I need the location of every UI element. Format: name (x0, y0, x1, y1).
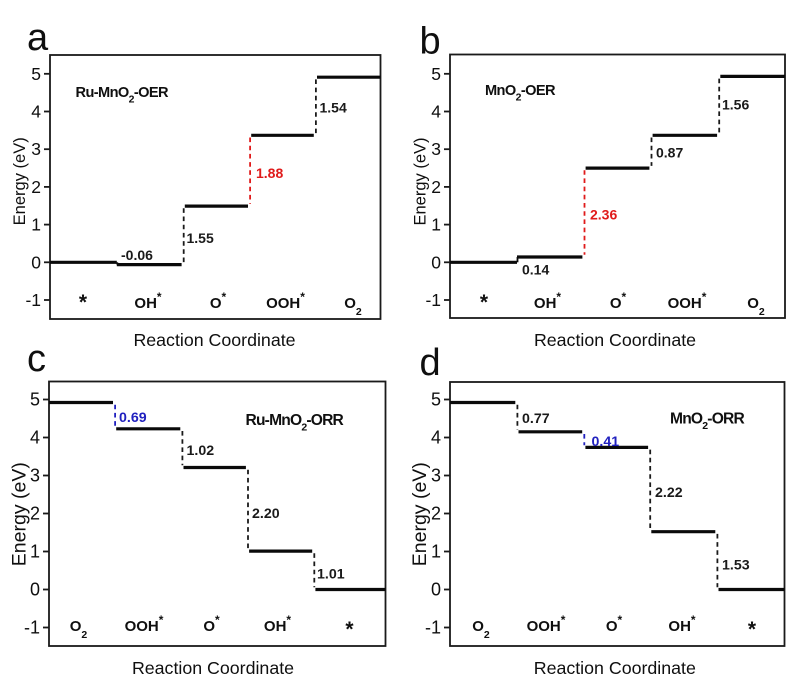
svg-text:-1: -1 (25, 290, 41, 310)
svg-text:-1: -1 (425, 618, 441, 638)
svg-text:a: a (27, 17, 49, 59)
svg-text:Energy (eV): Energy (eV) (409, 462, 431, 566)
svg-text:5: 5 (431, 64, 441, 84)
svg-text:4: 4 (30, 428, 40, 448)
svg-text:5: 5 (30, 390, 40, 410)
svg-text:OH*: OH* (264, 613, 292, 635)
svg-text:Reaction Coordinate: Reaction Coordinate (534, 330, 696, 350)
svg-text:OH*: OH* (668, 613, 696, 635)
svg-text:OH*: OH* (134, 290, 162, 312)
svg-text:1.53: 1.53 (722, 557, 750, 573)
svg-text:2: 2 (31, 177, 41, 197)
svg-text:Ru-MnO2-ORR: Ru-MnO2-ORR (246, 412, 344, 434)
svg-text:-1: -1 (425, 290, 441, 310)
svg-text:Energy (eV): Energy (eV) (11, 137, 29, 225)
svg-text:4: 4 (431, 428, 441, 448)
svg-text:1.88: 1.88 (256, 165, 283, 181)
svg-text:OOH*: OOH* (527, 613, 566, 635)
svg-text:3: 3 (31, 139, 41, 159)
svg-text:-0.06: -0.06 (121, 247, 153, 263)
svg-text:Energy (eV): Energy (eV) (9, 462, 31, 566)
svg-text:Reaction Coordinate: Reaction Coordinate (132, 658, 294, 678)
svg-text:0: 0 (431, 252, 441, 272)
svg-text:d: d (420, 342, 441, 384)
svg-text:3: 3 (30, 466, 40, 486)
svg-text:0.41: 0.41 (592, 434, 620, 450)
svg-text:Energy (eV): Energy (eV) (412, 137, 430, 225)
svg-text:1: 1 (431, 542, 441, 562)
svg-text:1.56: 1.56 (722, 96, 749, 112)
svg-text:5: 5 (431, 390, 441, 410)
svg-text:0.69: 0.69 (119, 410, 147, 426)
svg-text:0: 0 (31, 252, 41, 272)
svg-text:-1: -1 (24, 618, 40, 638)
svg-text:0.77: 0.77 (522, 411, 550, 427)
svg-text:OOH*: OOH* (125, 613, 164, 635)
svg-text:1.02: 1.02 (187, 443, 215, 459)
svg-text:MnO2-OER: MnO2-OER (485, 83, 556, 104)
svg-text:0: 0 (30, 580, 40, 600)
svg-text:*: * (480, 291, 489, 314)
svg-text:MnO2-ORR: MnO2-ORR (670, 411, 744, 433)
svg-text:*: * (345, 618, 354, 641)
svg-text:OOH*: OOH* (266, 290, 305, 312)
svg-text:1.54: 1.54 (320, 99, 347, 115)
svg-text:2: 2 (431, 504, 441, 524)
svg-text:1.55: 1.55 (187, 230, 214, 246)
svg-text:OOH*: OOH* (668, 290, 707, 312)
svg-text:2.22: 2.22 (655, 485, 683, 501)
svg-text:2: 2 (30, 504, 40, 524)
svg-text:0.14: 0.14 (522, 261, 549, 277)
svg-text:2.36: 2.36 (590, 206, 617, 222)
svg-text:OH*: OH* (534, 290, 562, 312)
svg-text:0.87: 0.87 (656, 144, 683, 160)
svg-text:*: * (79, 291, 88, 314)
svg-text:4: 4 (431, 102, 441, 122)
svg-text:3: 3 (431, 139, 441, 159)
svg-text:0: 0 (431, 580, 441, 600)
svg-text:*: * (748, 618, 757, 641)
svg-text:3: 3 (431, 466, 441, 486)
svg-text:b: b (420, 21, 441, 63)
svg-text:Reaction Coordinate: Reaction Coordinate (133, 330, 295, 350)
svg-text:1.01: 1.01 (317, 566, 345, 582)
svg-text:4: 4 (31, 102, 41, 122)
svg-text:2.20: 2.20 (252, 506, 280, 522)
svg-text:c: c (27, 338, 46, 380)
svg-text:Ru-MnO2-OER: Ru-MnO2-OER (76, 85, 170, 106)
svg-text:1: 1 (31, 215, 41, 235)
svg-text:5: 5 (31, 64, 41, 84)
svg-text:Reaction Coordinate: Reaction Coordinate (534, 658, 696, 678)
svg-text:1: 1 (30, 542, 40, 562)
svg-text:2: 2 (431, 177, 441, 197)
svg-text:1: 1 (431, 215, 441, 235)
